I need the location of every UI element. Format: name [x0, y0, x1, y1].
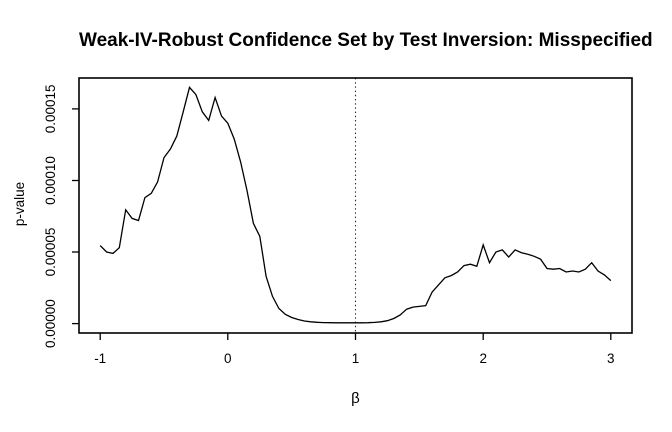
x-axis-label: β [351, 390, 360, 407]
x-tick-label: 3 [607, 351, 615, 366]
y-tick-label: 0.00000 [43, 299, 58, 348]
x-tick-label: -1 [94, 351, 106, 366]
x-tick-label: 2 [479, 351, 487, 366]
y-tick-label: 0.00005 [43, 228, 58, 277]
y-tick-label: 0.00010 [43, 156, 58, 205]
y-tick-label: 0.00015 [43, 84, 58, 133]
x-tick-label: 1 [352, 351, 360, 366]
x-tick-label: 0 [224, 351, 232, 366]
p-value-curve [99, 86, 612, 324]
chart-title: Weak-IV-Robust Confidence Set by Test In… [79, 30, 653, 51]
